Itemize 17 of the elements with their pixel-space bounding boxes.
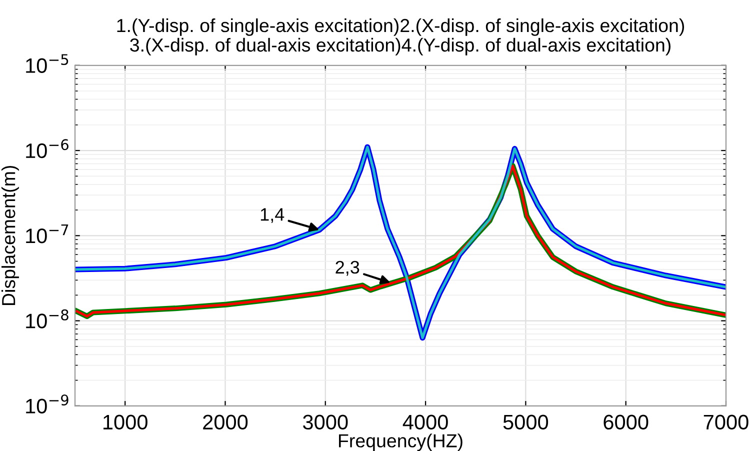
x-tick-label: 7000 — [704, 414, 748, 430]
y-tick-label: 10$^{−9}$ — [26, 394, 68, 414]
y-tick-label: 10$^{−8}$ — [26, 309, 68, 328]
x-tick-label: 3000 — [303, 414, 348, 430]
x-axis-title: Frequency(HZ) — [339, 434, 462, 451]
y-tick-label: 10$^{−6}$ — [26, 139, 68, 158]
x-tick-label: 1000 — [103, 414, 148, 430]
chart-title: 1.(Y-disp. of single-axis excitation)2.(X-disp. of single-axis excitation) 3.(X-disp. of dual-axis excitation)4.(Y-disp. of dual-axis excitation) — [117, 18, 684, 56]
x-tick-label: 5000 — [503, 414, 548, 430]
y-tick-label: 10$^{−5}$ — [26, 54, 68, 74]
annotation: 1,4 — [260, 208, 284, 223]
x-tick-label: 6000 — [604, 414, 648, 430]
y-axis-title: Displacement(m) — [1, 166, 19, 305]
y-tick-label: 10$^{−7}$ — [26, 224, 68, 244]
annotation: 2,3 — [336, 260, 360, 276]
x-tick-label: 4000 — [402, 414, 448, 430]
x-tick-label: 2000 — [203, 414, 248, 430]
